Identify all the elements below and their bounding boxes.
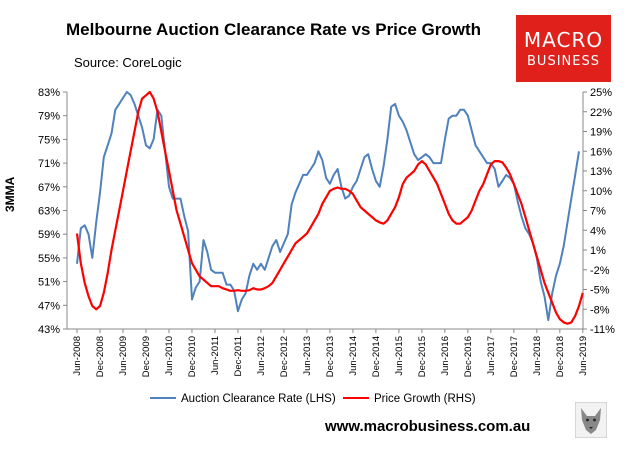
x-tick-label: Jun-2018: [532, 336, 543, 376]
right-tick-label: -11%: [590, 324, 615, 336]
x-tick-label: Jun-2012: [256, 336, 267, 376]
logo-line-1: MACRO: [523, 28, 604, 52]
right-tick-label: 1%: [590, 245, 606, 257]
left-tick-label: 55%: [38, 253, 60, 265]
clearance-rate-line: [76, 91, 580, 322]
x-tick-label: Dec-2014: [371, 336, 382, 377]
x-tick-label: Dec-2012: [279, 336, 290, 377]
x-tick-label: Dec-2013: [325, 336, 336, 377]
left-tick-label: 63%: [38, 206, 60, 218]
left-tick-label: 67%: [38, 182, 60, 194]
x-tick-label: Jun-2015: [394, 336, 405, 376]
right-tick-label: -5%: [590, 285, 610, 297]
left-tick-label: 43%: [38, 324, 60, 336]
website-url: www.macrobusiness.com.au: [325, 418, 531, 435]
left-tick-label: 59%: [38, 229, 60, 241]
x-tick-label: Dec-2011: [233, 336, 244, 377]
right-tick-label: -8%: [590, 304, 610, 316]
source-label: Source: CoreLogic: [74, 55, 182, 70]
right-tick-label: 25%: [590, 87, 612, 99]
legend: Auction Clearance Rate (LHS) Price Growth…: [150, 393, 476, 405]
x-tick-label: Dec-2017: [509, 336, 520, 377]
right-tick-label: 16%: [590, 146, 612, 158]
x-tick-label: Dec-2008: [95, 336, 106, 377]
chart-title: Melbourne Auction Clearance Rate vs Pric…: [66, 20, 482, 39]
x-tick-label: Jun-2011: [210, 336, 221, 375]
left-axis-ticks: 43% 47% 51% 55% 59% 63% 67% 71% 75% 79% 83%: [38, 87, 67, 336]
price-growth-line: [75, 90, 584, 325]
left-tick-label: 79%: [38, 111, 60, 123]
macro-business-logo: MACRO BUSINESS: [516, 15, 611, 82]
right-tick-label: 7%: [590, 206, 606, 218]
right-tick-label: 19%: [590, 127, 612, 139]
right-tick-label: 13%: [590, 166, 612, 178]
right-tick-label: -2%: [590, 265, 610, 277]
wolf-icon: [575, 402, 607, 438]
x-tick-label: Jun-2013: [302, 336, 313, 376]
right-tick-label: 22%: [590, 107, 612, 119]
right-tick-label: 4%: [590, 225, 606, 237]
logo-line-2: BUSINESS: [527, 54, 600, 69]
legend-label-price: Price Growth (RHS): [374, 393, 476, 405]
left-tick-label: 71%: [38, 158, 60, 170]
left-tick-label: 83%: [38, 87, 60, 99]
x-tick-label: Jun-2009: [118, 336, 129, 376]
x-axis-ticks: Jun-2008 Dec-2008 Jun-2009 Dec-2009 Jun-2010…: [72, 329, 589, 377]
y-axis-label: 3MMA: [3, 176, 17, 212]
legend-label-clearance: Auction Clearance Rate (LHS): [181, 393, 336, 405]
left-tick-label: 47%: [38, 300, 60, 312]
x-tick-label: Jun-2019: [578, 336, 589, 376]
x-tick-label: Dec-2016: [463, 336, 474, 377]
x-tick-label: Jun-2010: [164, 336, 175, 376]
x-tick-label: Dec-2009: [141, 336, 152, 377]
left-tick-label: 51%: [38, 277, 60, 289]
right-axis-ticks: -11% -8% -5% -2% 1% 4% 7% 10% 13% 16% 19% 22% 25%: [583, 87, 615, 336]
series-lines: [75, 90, 584, 325]
chart-axes: [66, 92, 584, 330]
right-tick-label: 10%: [590, 186, 612, 198]
x-tick-label: Dec-2010: [187, 336, 198, 377]
x-tick-label: Jun-2008: [72, 336, 83, 376]
x-tick-label: Jun-2016: [440, 336, 451, 376]
x-tick-label: Jun-2017: [486, 336, 497, 376]
x-tick-label: Jun-2014: [348, 336, 359, 376]
x-tick-label: Dec-2015: [417, 336, 428, 377]
x-tick-label: Dec-2018: [555, 336, 566, 377]
left-tick-label: 75%: [38, 134, 60, 146]
